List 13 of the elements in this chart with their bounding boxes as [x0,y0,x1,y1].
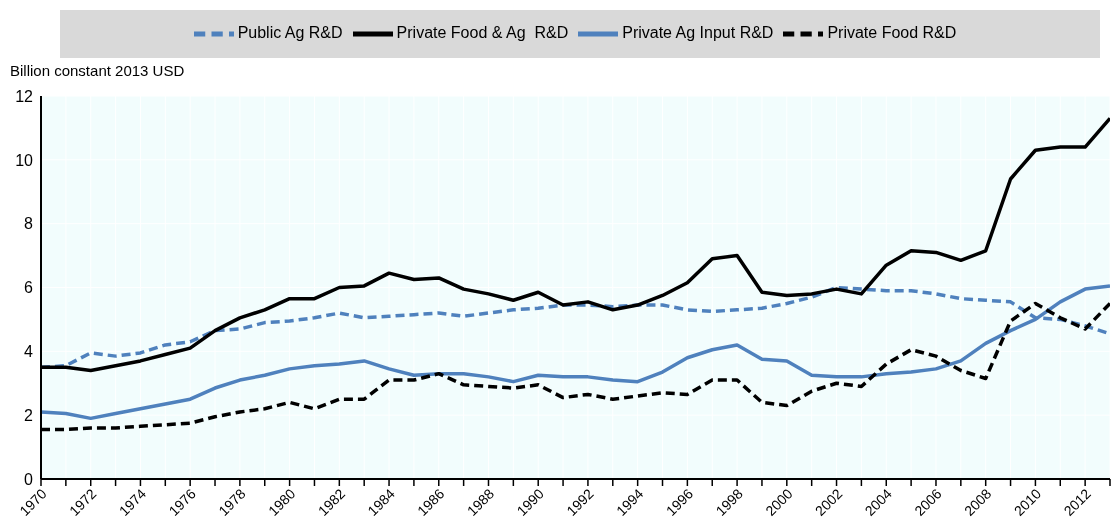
y-tick-label: 0 [24,470,34,488]
legend-label: Private Ag Input R&D [622,24,774,42]
y-tick-label: 6 [24,279,34,297]
legend-label: Private Food R&D [827,24,957,42]
y-tick-label: 8 [24,215,34,233]
y-tick-label: 2 [24,406,34,424]
y-axis-title: Billion constant 2013 USD [10,62,185,79]
legend-label: Public Ag R&D [237,24,343,42]
y-tick-label: 10 [15,151,34,169]
y-tick-label: 12 [15,87,34,105]
line-series [41,284,1110,421]
y-tick-label: 4 [24,343,34,361]
legend-label: Private Food & Ag R&D [396,24,569,42]
